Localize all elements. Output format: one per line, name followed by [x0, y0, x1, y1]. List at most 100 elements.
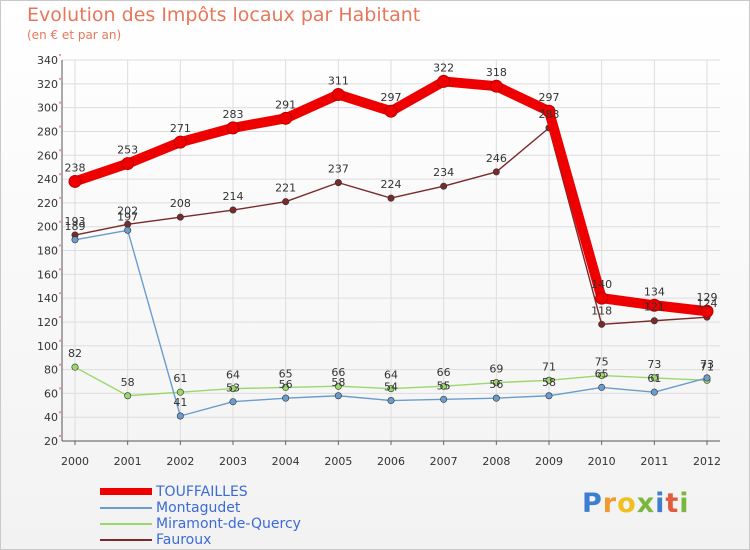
- data-point: [489, 79, 503, 93]
- y-tick-label: 200: [37, 221, 58, 234]
- data-label: 58: [121, 376, 135, 389]
- data-label: 73: [647, 358, 661, 371]
- data-label: 208: [170, 197, 191, 210]
- data-point: [595, 291, 609, 305]
- data-label: 297: [381, 91, 402, 104]
- data-point: [440, 382, 448, 390]
- y-tick-label: 280: [37, 125, 58, 138]
- legend-swatch: [100, 539, 152, 541]
- logo-letter: t: [665, 488, 680, 519]
- legend-label: Fauroux: [156, 532, 212, 548]
- data-label: 64: [384, 369, 398, 382]
- data-point: [598, 320, 606, 328]
- data-label: 197: [117, 210, 138, 223]
- data-label: 58: [542, 376, 556, 389]
- x-tick-label: 2006: [377, 455, 405, 468]
- data-label: 238: [65, 161, 86, 174]
- data-point: [331, 88, 345, 102]
- data-label: 82: [68, 347, 82, 360]
- data-point: [440, 395, 448, 403]
- data-point: [492, 379, 500, 387]
- data-point: [384, 104, 398, 118]
- data-label: 53: [226, 382, 240, 395]
- legend-label: Miramont-de-Quercy: [156, 516, 301, 532]
- data-label: 41: [173, 396, 187, 409]
- y-tick-label: 260: [37, 149, 58, 162]
- grid-lines: [62, 59, 720, 442]
- data-point: [334, 179, 342, 187]
- data-label: 61: [647, 372, 661, 385]
- data-label: 58: [331, 376, 345, 389]
- data-label: 55: [437, 379, 451, 392]
- data-point: [176, 213, 184, 221]
- data-point: [440, 182, 448, 190]
- data-label: 193: [65, 215, 86, 228]
- y-tick-label: 100: [37, 340, 58, 353]
- legend-swatch: [100, 523, 152, 525]
- data-point: [229, 385, 237, 393]
- data-label: 56: [489, 378, 503, 391]
- data-point: [68, 174, 82, 188]
- logo-letter: o: [617, 488, 637, 519]
- y-tick-label: 40: [44, 411, 58, 424]
- data-label: 202: [117, 204, 138, 217]
- data-label: 214: [223, 190, 244, 203]
- data-label: 75: [595, 356, 609, 369]
- data-label: 253: [117, 144, 138, 157]
- y-tick-label: 220: [37, 197, 58, 210]
- data-point: [650, 317, 658, 325]
- data-point: [124, 392, 132, 400]
- legend-label: Montagudet: [156, 500, 241, 516]
- y-tick-label: 140: [37, 292, 58, 305]
- data-point: [650, 374, 658, 382]
- data-label: 221: [275, 182, 296, 195]
- data-label: 189: [65, 220, 86, 233]
- data-label: 66: [437, 366, 451, 379]
- data-label: 140: [591, 278, 612, 291]
- data-point: [545, 392, 553, 400]
- data-point: [387, 397, 395, 405]
- data-point: [176, 412, 184, 420]
- data-label: 224: [381, 178, 402, 191]
- data-point: [387, 385, 395, 393]
- y-tick-label: 60: [44, 387, 58, 400]
- x-tick-label: 2002: [166, 455, 194, 468]
- data-point: [703, 374, 711, 382]
- data-label: 237: [328, 163, 349, 176]
- x-tick-label: 2001: [114, 455, 142, 468]
- data-point: [229, 398, 237, 406]
- x-tick-label: 2012: [693, 455, 721, 468]
- proxiti-logo: Proxiti: [582, 488, 690, 519]
- data-label: 118: [591, 304, 612, 317]
- data-point: [282, 383, 290, 391]
- data-point: [173, 135, 187, 149]
- x-tick-label: 2005: [324, 455, 352, 468]
- data-point: [650, 388, 658, 396]
- data-label: 65: [595, 367, 609, 380]
- data-point: [71, 236, 79, 244]
- data-point: [492, 394, 500, 402]
- data-point: [387, 194, 395, 202]
- data-label: 124: [697, 297, 718, 310]
- data-label: 73: [700, 358, 714, 371]
- logo-letter: i: [655, 488, 666, 519]
- legend-swatch: [100, 507, 152, 509]
- legend-swatch: [100, 488, 152, 495]
- data-point: [226, 121, 240, 135]
- data-label: 69: [489, 363, 503, 376]
- y-tick-label: 300: [37, 102, 58, 115]
- data-point: [176, 388, 184, 396]
- data-point: [229, 206, 237, 214]
- x-tick-label: 2009: [535, 455, 563, 468]
- logo-letter: P: [582, 488, 603, 519]
- data-point: [124, 226, 132, 234]
- data-label: 129: [697, 291, 718, 304]
- series-layer: [68, 74, 714, 420]
- data-label: 291: [275, 98, 296, 111]
- y-tick-label: 120: [37, 316, 58, 329]
- data-point: [700, 304, 714, 318]
- data-label: 66: [331, 366, 345, 379]
- y-tick-label: 80: [44, 364, 58, 377]
